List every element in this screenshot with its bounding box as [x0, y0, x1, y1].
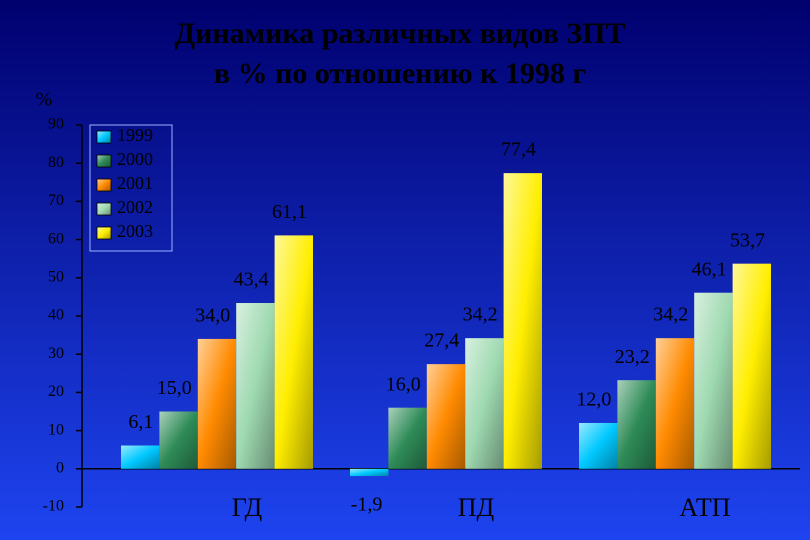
bar: [159, 411, 198, 469]
y-axis-label: %: [36, 89, 53, 111]
bar: [236, 303, 275, 469]
legend-swatch: [96, 130, 112, 144]
data-label: -1,9: [351, 494, 383, 516]
bar: [197, 338, 237, 469]
legend-swatch: [96, 178, 112, 192]
legend-swatch: [96, 154, 112, 168]
y-tick-label: 50: [48, 268, 64, 285]
y-tick-label: -10: [43, 498, 64, 515]
legend-swatch: [96, 226, 112, 240]
legend-label: 1999: [117, 125, 153, 145]
data-label: 16,0: [386, 373, 421, 395]
x-tick-label: ПД: [458, 493, 495, 522]
bar: [426, 364, 466, 469]
legend-swatch: [96, 202, 112, 216]
x-tick-label: ГД: [232, 493, 263, 522]
y-tick-label: 10: [48, 421, 64, 438]
data-label: 43,4: [234, 269, 269, 291]
legend-label: 2003: [117, 221, 153, 241]
data-label: 34,2: [463, 304, 498, 326]
data-label: 46,1: [692, 258, 727, 280]
data-label: 12,0: [576, 389, 611, 411]
chart-title: Динамика различных видов ЗПТ: [174, 17, 625, 50]
y-tick-label: 0: [56, 459, 64, 476]
bar: [732, 263, 771, 469]
data-label: 77,4: [501, 139, 536, 161]
data-label: 34,2: [653, 304, 688, 326]
y-tick-label: 40: [48, 307, 64, 324]
bar: [503, 173, 542, 469]
bar: [121, 445, 160, 469]
bar: [465, 338, 504, 469]
data-label: 53,7: [730, 229, 765, 251]
bar: [579, 422, 618, 469]
y-tick-label: 60: [48, 230, 64, 247]
chart-subtitle: в % по отношению к 1998 г: [214, 57, 586, 90]
y-tick-label: 30: [48, 345, 64, 362]
y-tick-label: 20: [48, 383, 64, 400]
bar: [655, 338, 695, 469]
data-label: 27,4: [424, 330, 459, 352]
data-label: 61,1: [272, 201, 307, 223]
y-tick-label: 80: [48, 154, 64, 171]
data-label: 23,2: [615, 346, 650, 368]
legend-label: 2001: [117, 173, 153, 193]
data-label: 15,0: [157, 377, 192, 399]
y-tick-label: 90: [48, 116, 64, 133]
data-label: 6,1: [128, 411, 153, 433]
legend-label: 2000: [117, 149, 153, 169]
bar: [350, 468, 389, 477]
legend-box: [89, 124, 173, 252]
y-tick-label: 70: [48, 192, 64, 209]
bar: [388, 407, 427, 469]
bar: [274, 235, 313, 469]
bar: [694, 292, 733, 469]
bar: [617, 380, 656, 469]
data-label: 34,0: [195, 305, 230, 327]
legend-label: 2002: [117, 197, 153, 217]
x-tick-label: АТП: [679, 493, 730, 522]
